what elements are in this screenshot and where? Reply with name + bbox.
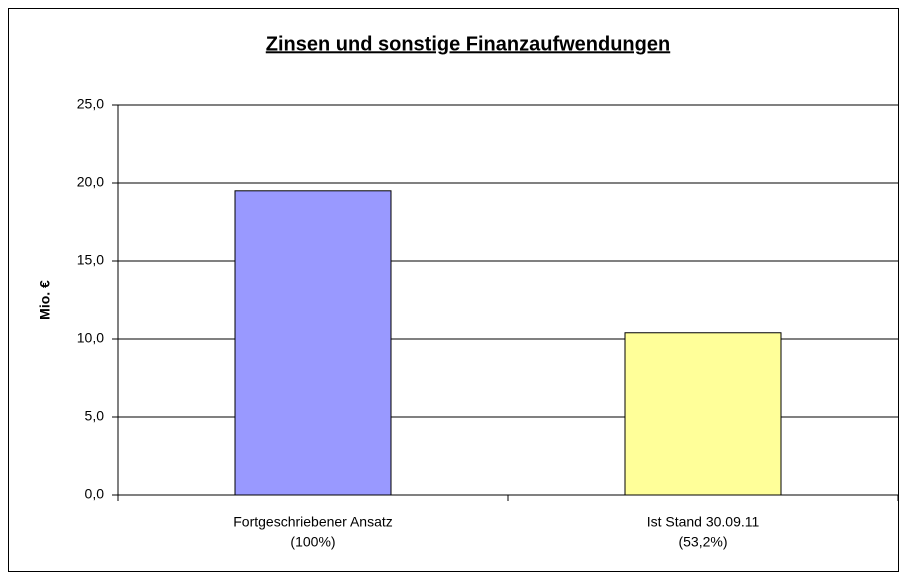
y-tick-label: 5,0 (85, 408, 105, 424)
y-tick-label: 10,0 (77, 330, 104, 346)
x-tick-label: (53,2%) (678, 534, 727, 550)
y-tick-label: 0,0 (85, 486, 105, 502)
x-tick-label: Fortgeschriebener Ansatz (233, 514, 393, 530)
x-tick-label: Ist Stand 30.09.11 (647, 514, 760, 530)
bar (234, 190, 392, 496)
chart-title: Zinsen und sonstige Finanzaufwendungen (266, 33, 670, 55)
y-axis-label: Mio. € (37, 280, 53, 320)
y-tick-label: 15,0 (77, 252, 104, 268)
y-tick-label: 20,0 (77, 174, 104, 190)
x-tick-label: (100%) (290, 534, 335, 550)
y-tick-label: 25,0 (77, 96, 104, 112)
bar (624, 332, 782, 496)
